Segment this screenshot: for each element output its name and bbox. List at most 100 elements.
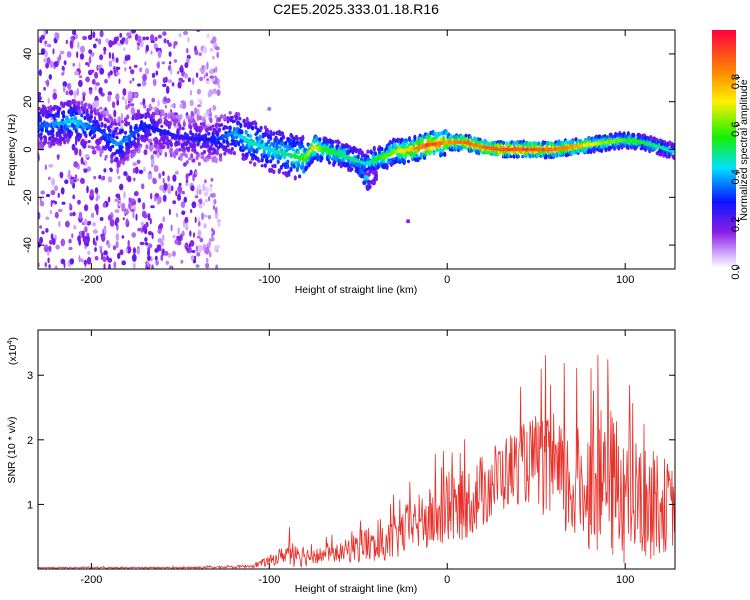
ridge-cell	[51, 133, 55, 139]
noise-cell	[94, 85, 97, 91]
noise-cell	[130, 208, 135, 212]
noise-cell	[103, 46, 107, 53]
ridge-cell	[166, 145, 170, 149]
noise-cell	[107, 242, 111, 249]
noise-cell	[195, 245, 199, 253]
ridge-cell	[232, 126, 236, 133]
noise-cell	[180, 259, 184, 264]
ridge-cell	[228, 126, 232, 130]
noise-cell	[52, 238, 56, 246]
noise-cell	[95, 100, 100, 107]
ridge-cell	[402, 159, 406, 163]
noise-cell	[136, 248, 141, 255]
ridge-cell	[115, 136, 119, 140]
noise-cell	[212, 80, 218, 85]
noise-cell	[144, 213, 148, 219]
noise-cell	[95, 82, 100, 86]
ridge-cell	[136, 133, 140, 138]
noise-cell	[202, 46, 207, 54]
noise-cell	[49, 239, 53, 245]
ridge-cell	[150, 145, 154, 150]
noise-cell	[74, 174, 78, 180]
snr-axes: -200 -100 0 100 1 2 3	[27, 330, 675, 586]
noise-cell	[130, 107, 136, 115]
noise-cell	[86, 256, 92, 265]
ridge-cell	[117, 121, 121, 127]
noise-cell	[121, 37, 126, 42]
noise-cell	[151, 158, 155, 166]
ridge-cell	[256, 127, 260, 134]
ridge-cell	[269, 135, 273, 141]
noise-cell	[101, 252, 104, 258]
noise-cell	[179, 104, 183, 109]
noise-cell	[103, 250, 108, 256]
noise-cell	[103, 168, 107, 173]
ridge-cell	[290, 134, 294, 139]
noise-cell	[38, 95, 42, 102]
noise-cell	[213, 198, 217, 205]
noise-cell	[214, 115, 218, 119]
ridge-cell	[179, 114, 183, 120]
noise-cell	[113, 36, 118, 45]
ridge-cell	[235, 115, 239, 121]
ridge-cell	[248, 134, 253, 139]
noise-cell	[40, 190, 45, 195]
ridge-cell	[84, 133, 88, 139]
noise-cell	[214, 46, 220, 51]
ridge-cell	[88, 120, 92, 124]
noise-cell	[177, 148, 182, 152]
ridge-cell	[260, 164, 264, 168]
noise-cell	[125, 104, 129, 110]
noise-cell	[159, 113, 162, 118]
noise-cell	[129, 80, 132, 84]
noise-cell	[152, 178, 157, 185]
noise-cell	[121, 202, 126, 211]
ridge-cell	[265, 127, 270, 134]
noise-cell	[69, 258, 75, 265]
noise-cell	[98, 174, 102, 180]
noise-cell	[61, 72, 65, 76]
ridge-cell	[86, 113, 90, 117]
noise-cell	[132, 162, 137, 166]
ridge-cell	[73, 100, 77, 105]
ridge-cell	[315, 136, 319, 141]
noise-cell	[217, 221, 221, 228]
noise-cell	[195, 171, 198, 176]
noise-cell	[111, 52, 114, 60]
noise-cell	[186, 47, 189, 54]
ridge-cell	[173, 115, 177, 119]
ridge-cell	[178, 124, 182, 130]
noise-cell	[147, 213, 151, 221]
noise-cell	[162, 83, 167, 87]
noise-cell	[47, 257, 50, 264]
ridge-cell	[190, 153, 194, 159]
noise-cell	[136, 159, 141, 164]
noise-cell	[172, 200, 177, 205]
noise-cell	[154, 255, 158, 261]
noise-cell	[133, 191, 138, 196]
noise-cell	[117, 252, 121, 259]
noise-cell	[39, 196, 42, 202]
ridge-cell	[77, 105, 81, 111]
noise-cell	[107, 196, 111, 203]
noise-cell	[144, 242, 149, 246]
noise-cell	[130, 69, 135, 75]
x-tick-label: 100	[616, 574, 634, 586]
ridge-cell	[215, 131, 219, 136]
ridge-cell	[301, 134, 305, 142]
noise-cell	[121, 235, 125, 239]
colorbar-ticks: 0.0 0.2 0.4 0.6 0.8	[730, 74, 742, 280]
ridge-cell	[331, 139, 335, 145]
noise-cell	[196, 252, 201, 257]
noise-cell	[168, 51, 172, 57]
noise-cell	[197, 184, 201, 190]
noise-cell	[47, 97, 50, 104]
ridge-cell	[110, 158, 114, 164]
noise-cell	[159, 223, 164, 229]
noise-cell	[73, 161, 79, 168]
ridge-cell	[147, 112, 151, 119]
noise-cell	[86, 235, 90, 244]
noise-cell	[82, 161, 85, 165]
noise-cell	[194, 216, 197, 224]
